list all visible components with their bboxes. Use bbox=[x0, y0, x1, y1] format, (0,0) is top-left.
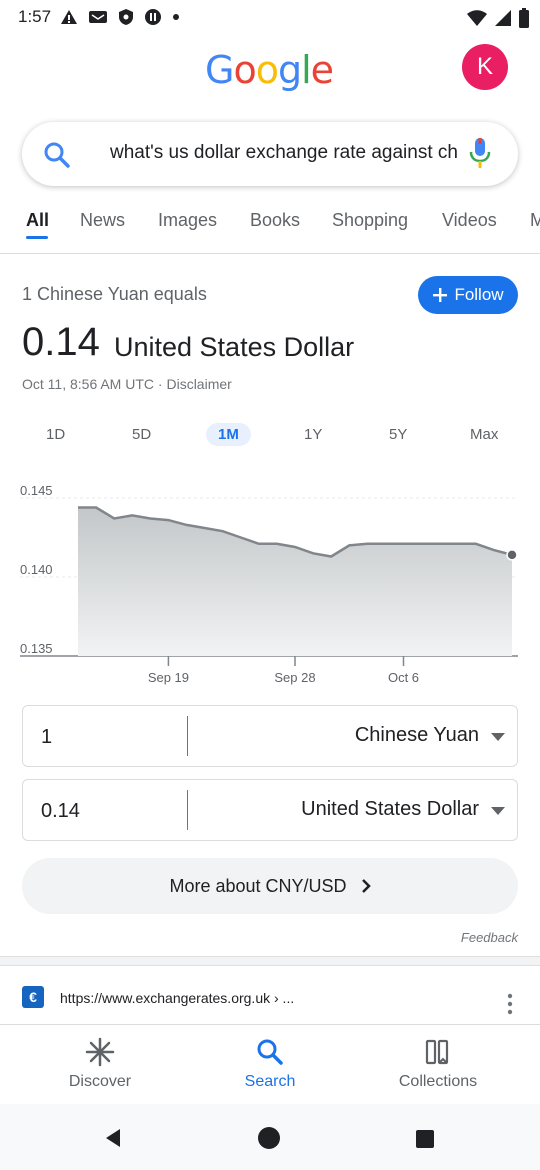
chart-x-tick-label: Sep 19 bbox=[148, 670, 189, 685]
voicemail-icon bbox=[89, 11, 107, 23]
search-result[interactable]: € https://www.exchangerates.org.uk › ... bbox=[0, 980, 540, 1024]
follow-button[interactable]: Follow bbox=[418, 276, 518, 314]
recents-icon[interactable] bbox=[414, 1128, 436, 1150]
wifi-icon bbox=[467, 10, 487, 26]
nav-collections[interactable]: Collections bbox=[378, 1037, 498, 1091]
search-box[interactable]: what's us dollar exchange rate against c… bbox=[22, 122, 518, 186]
range-tab-1m[interactable]: 1M bbox=[206, 423, 251, 446]
site-favicon: € bbox=[22, 986, 44, 1008]
bottom-nav: Discover Search Collections bbox=[0, 1024, 540, 1104]
tab-active-indicator bbox=[26, 236, 48, 239]
tab-videos[interactable]: Videos bbox=[442, 210, 497, 230]
status-time: 1:57 bbox=[18, 7, 52, 26]
avatar[interactable]: K bbox=[462, 44, 508, 90]
range-tab-1y[interactable]: 1Y bbox=[304, 426, 323, 443]
nav-discover-label: Discover bbox=[68, 1073, 132, 1090]
result-url[interactable]: https://www.exchangerates.org.uk › ... bbox=[60, 990, 295, 1006]
more-vertical-icon[interactable] bbox=[504, 992, 516, 1016]
nav-search-label: Search bbox=[244, 1073, 296, 1090]
tab-books[interactable]: Books bbox=[250, 210, 301, 230]
pause-icon bbox=[145, 9, 161, 25]
chart-x-tick-label: Oct 6 bbox=[388, 670, 419, 685]
range-tab-max[interactable]: Max bbox=[470, 426, 499, 443]
tab-images[interactable]: Images bbox=[158, 210, 218, 230]
rate-value: 0.14 bbox=[22, 320, 100, 364]
nav-search[interactable]: Search bbox=[210, 1037, 330, 1091]
converter-from: 1 Chinese Yuan bbox=[22, 705, 518, 767]
search-input[interactable]: what's us dollar exchange rate against c… bbox=[110, 142, 458, 163]
to-currency-select[interactable]: United States Dollar bbox=[301, 798, 479, 820]
more-about-button[interactable]: More about CNY/USD bbox=[22, 858, 518, 914]
chart-x-tick-label: Sep 28 bbox=[274, 670, 315, 685]
battery-icon bbox=[519, 8, 529, 28]
dot-icon bbox=[173, 14, 179, 20]
chevron-down-icon[interactable] bbox=[491, 733, 505, 741]
converter-to: 0.14 United States Dollar bbox=[22, 779, 518, 841]
more-about-label: More about CNY/USD bbox=[169, 875, 347, 896]
collections-icon bbox=[425, 1039, 449, 1065]
section-separator bbox=[0, 956, 540, 966]
exchange-rate-chart[interactable]: 0.145 0.140 0.135 Sep 19 Sep 28 Oct 6 bbox=[0, 470, 540, 690]
rate-currency: United States Dollar bbox=[114, 332, 355, 362]
chevron-right-icon bbox=[361, 879, 371, 893]
back-icon[interactable] bbox=[102, 1126, 126, 1150]
meta-row: Oct 11, 8:56 AM UTC · Disclaimer bbox=[22, 376, 232, 392]
chart-y-tick-label: 0.145 bbox=[20, 483, 53, 498]
home-icon[interactable] bbox=[256, 1125, 282, 1151]
search-icon bbox=[257, 1039, 283, 1065]
microphone-icon[interactable] bbox=[468, 136, 492, 172]
range-tabs: 1D 5D 1M 1Y 5Y Max bbox=[0, 414, 540, 458]
nav-collections-label: Collections bbox=[398, 1073, 478, 1090]
chart-last-point bbox=[506, 549, 518, 561]
chart-y-tick-label: 0.140 bbox=[20, 562, 53, 577]
tab-shopping[interactable]: Shopping bbox=[332, 210, 409, 230]
chart-line bbox=[78, 506, 513, 558]
range-tab-5y[interactable]: 5Y bbox=[389, 426, 408, 443]
timestamp: Oct 11, 8:56 AM UTC bbox=[22, 376, 155, 392]
range-tab-5d[interactable]: 5D bbox=[132, 426, 152, 443]
tab-all[interactable]: All bbox=[26, 210, 50, 230]
tab-more[interactable]: M bbox=[530, 210, 540, 230]
google-logo: Google bbox=[205, 48, 334, 92]
header: Google K bbox=[0, 34, 540, 120]
plus-icon bbox=[433, 288, 448, 302]
chart-area bbox=[78, 507, 512, 656]
chevron-down-icon[interactable] bbox=[491, 807, 505, 815]
nav-discover[interactable]: Discover bbox=[40, 1037, 160, 1091]
follow-label: Follow bbox=[454, 285, 504, 304]
converter-divider bbox=[187, 716, 188, 756]
signal-icon bbox=[495, 10, 511, 26]
android-nav-bar bbox=[0, 1104, 540, 1170]
asterisk-icon bbox=[85, 1037, 115, 1067]
to-amount-input[interactable]: 0.14 bbox=[41, 800, 80, 822]
range-tab-1d[interactable]: 1D bbox=[46, 426, 66, 443]
tab-news[interactable]: News bbox=[80, 210, 126, 230]
favicon-glyph: € bbox=[29, 989, 37, 1005]
avatar-initial: K bbox=[476, 53, 493, 80]
chart-y-tick-label: 0.135 bbox=[20, 641, 53, 656]
equals-text: 1 Chinese Yuan equals bbox=[22, 284, 207, 304]
converter-divider bbox=[187, 790, 188, 830]
search-icon[interactable] bbox=[42, 140, 72, 170]
search-tabs: All News Images Books Shopping Videos M bbox=[0, 196, 540, 254]
status-bar: 1:57 bbox=[0, 0, 540, 34]
notification-icons bbox=[60, 8, 180, 26]
from-currency-select[interactable]: Chinese Yuan bbox=[354, 724, 479, 746]
meta-separator: · bbox=[157, 376, 163, 392]
from-amount-input[interactable]: 1 bbox=[41, 726, 53, 748]
disclaimer-link[interactable]: Disclaimer bbox=[166, 376, 232, 392]
system-icons bbox=[466, 8, 530, 28]
feedback-link[interactable]: Feedback bbox=[460, 930, 518, 945]
alert-icon bbox=[61, 10, 77, 24]
shield-icon bbox=[119, 9, 133, 25]
